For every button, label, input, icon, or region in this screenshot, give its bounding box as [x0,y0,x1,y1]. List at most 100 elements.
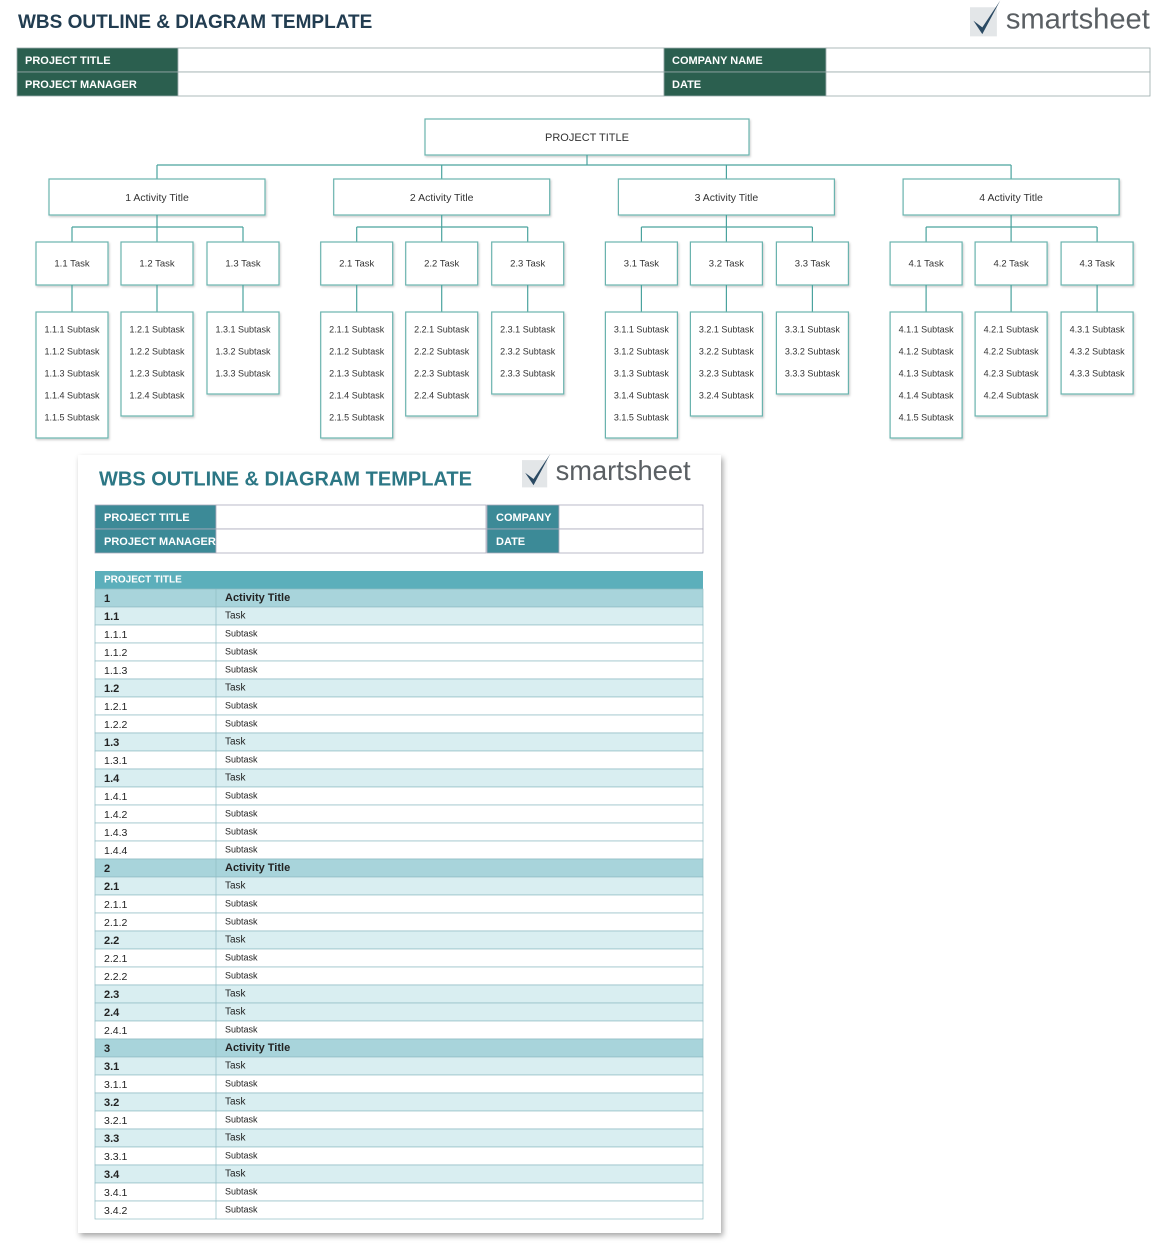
table-row [94,1164,704,1184]
table-row [94,948,704,968]
subtask-label: 4.3.3 Subtask [1070,368,1126,378]
row-number: 2.2.2 [104,971,128,983]
table-row [94,732,704,752]
task-label: 1.1 Task [54,259,89,270]
field-value-cell [177,71,665,97]
task-label: 4.3 Task [1079,259,1114,270]
subtask-box [206,311,280,395]
table-row [94,858,704,878]
subtask-label: 3.3.3 Subtask [785,368,841,378]
subtask-label: 3.3.2 Subtask [785,346,841,356]
row-label: Task [225,1007,247,1018]
table-row [94,678,704,698]
activity-box [48,178,266,216]
subtask-label: 3.2.1 Subtask [699,324,755,334]
field-label: PROJECT MANAGER [104,536,216,548]
subtask-label: 4.1.3 Subtask [899,368,955,378]
subtask-label: 2.3.1 Subtask [500,324,556,334]
row-label: Subtask [225,844,258,854]
row-number: 1.2.1 [104,701,128,713]
subtask-label: 1.2.3 Subtask [129,368,185,378]
field-value-cell [558,528,704,554]
row-number: 3.3 [104,1133,119,1145]
task-box [889,241,963,286]
row-number: 1.1 [104,611,119,623]
row-label: Activity Title [225,592,290,604]
subtask-label: 4.2.4 Subtask [984,390,1040,400]
row-number: 2.1 [104,881,119,893]
field-value-cell [825,71,1151,97]
row-number: 1.1.1 [104,629,128,641]
root-box [424,118,750,156]
activity-box [333,178,551,216]
row-label: Subtask [225,664,258,674]
row-label: Task [225,683,247,694]
subtask-label: 1.3.3 Subtask [215,368,271,378]
row-label: Subtask [225,754,258,764]
table-row [94,1020,704,1040]
subtask-label: 4.3.1 Subtask [1070,324,1126,334]
subtask-label: 2.3.2 Subtask [500,346,556,356]
table-row [94,750,704,770]
row-label: Subtask [225,1150,258,1160]
activity-label: 4 Activity Title [979,192,1043,204]
activity-label: 1 Activity Title [125,192,189,204]
row-number: 1.2.2 [104,719,128,731]
activity-label: 2 Activity Title [410,192,474,204]
subtask-label: 1.1.1 Subtask [44,324,100,334]
task-box [491,241,565,286]
row-label: Subtask [225,1078,258,1088]
subtask-label: 4.1.1 Subtask [899,324,955,334]
row-number: 3.2.1 [104,1115,128,1127]
table-row [94,804,704,824]
table-row [94,1092,704,1112]
row-number: 2.2.1 [104,953,128,965]
row-label: Subtask [225,1114,258,1124]
row-label: Task [225,611,247,622]
row-label: Task [225,1061,247,1072]
table-row [94,984,704,1004]
field-value-cell [825,47,1151,73]
table-row [94,930,704,950]
subtask-label: 2.1.4 Subtask [329,390,385,400]
field-label: COMPANY NAME [672,55,763,67]
row-number: 1.4 [104,773,120,785]
row-label: Task [225,989,247,1000]
subtask-box [974,311,1048,417]
row-number: 1.4.2 [104,809,128,821]
row-number: 2 [104,863,110,875]
table-row [94,1200,704,1220]
subtask-label: 4.2.2 Subtask [984,346,1040,356]
row-label: Task [225,1133,247,1144]
field-label: DATE [672,79,701,91]
row-label: Subtask [225,808,258,818]
task-box [1060,241,1134,286]
row-number: 3.1.1 [104,1079,128,1091]
activity-box [902,178,1120,216]
row-label: Subtask [225,1186,258,1196]
field-label: COMPANY [496,512,552,524]
field-label-cell [94,528,217,554]
subtask-label: 2.1.2 Subtask [329,346,385,356]
task-box [405,241,479,286]
task-box [604,241,679,286]
subtask-label: 1.1.4 Subtask [44,390,100,400]
subtask-label: 3.1.3 Subtask [614,368,670,378]
row-number: 1.3.1 [104,755,128,767]
table-row [94,1056,704,1076]
subtask-label: 4.1.5 Subtask [899,412,955,422]
subtask-box [491,311,565,395]
row-number: 3 [104,1043,110,1055]
task-box [689,241,764,286]
task-label: 2.3 Task [510,259,545,270]
subtask-label: 2.1.3 Subtask [329,368,385,378]
task-label: 1.3 Task [225,259,260,270]
subtask-box [689,311,764,417]
row-label: Subtask [225,628,258,638]
subtask-box [35,311,109,439]
row-number: 3.4.1 [104,1187,128,1199]
row-number: 1.2 [104,683,119,695]
subtask-box [320,311,394,439]
subtask-box [775,311,850,395]
task-label: 2.1 Task [339,259,374,270]
